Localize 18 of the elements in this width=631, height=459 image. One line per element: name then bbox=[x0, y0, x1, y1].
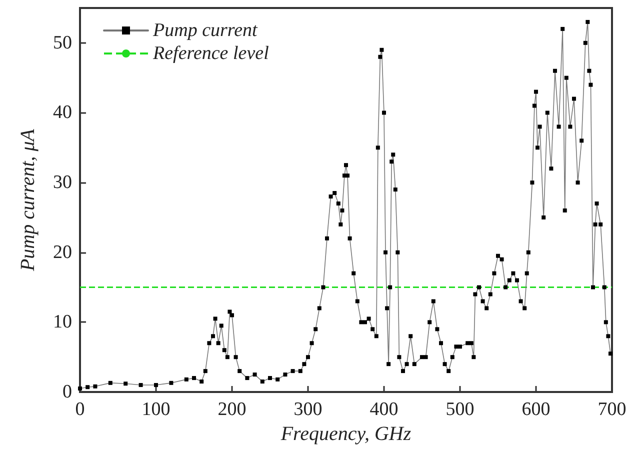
x-tick-label: 400 bbox=[370, 399, 398, 420]
y-tick-label: 0 bbox=[62, 382, 72, 402]
legend-label: Reference level bbox=[152, 43, 269, 64]
y-tick-label: 20 bbox=[53, 242, 72, 263]
y-tick-label: 50 bbox=[53, 32, 72, 54]
x-tick-label: 300 bbox=[294, 399, 322, 420]
x-axis-title: Frequency, GHz bbox=[280, 422, 412, 445]
y-axis-title: Pump current, μA bbox=[17, 128, 39, 272]
y-tick-label: 30 bbox=[53, 172, 72, 194]
x-tick-label: 100 bbox=[142, 399, 170, 420]
y-tick-label: 10 bbox=[53, 312, 72, 333]
x-tick-label: 500 bbox=[446, 399, 474, 420]
y-tick-label: 40 bbox=[53, 102, 72, 124]
x-tick-label: 200 bbox=[218, 399, 246, 420]
x-tick-label: 600 bbox=[522, 399, 550, 420]
x-tick-label: 700 bbox=[598, 399, 626, 420]
legend-label: Pump current bbox=[152, 20, 258, 41]
x-tick-label: 0 bbox=[75, 399, 85, 420]
